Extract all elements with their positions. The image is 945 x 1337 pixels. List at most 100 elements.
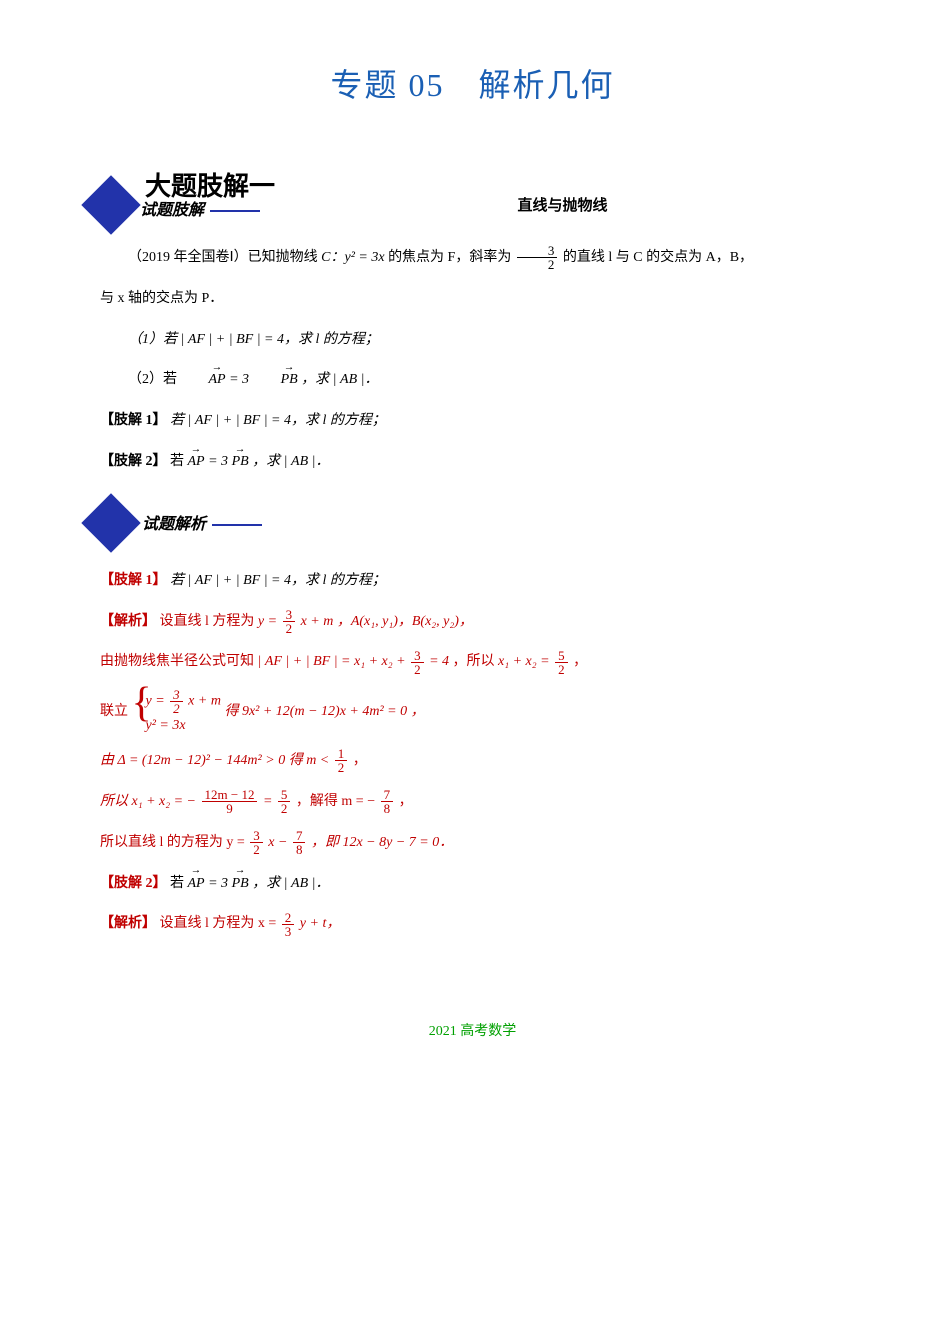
frac-num: 7 xyxy=(293,829,306,843)
s1-eq-tail: x + m xyxy=(301,614,334,629)
s1-frac: 32 xyxy=(283,608,296,635)
frac-den: 2 xyxy=(517,258,558,271)
s1p5f3: 78 xyxy=(381,788,394,815)
frac-den: 2 xyxy=(278,802,291,815)
s1p5mid: = xyxy=(263,794,276,809)
section-sub-label: 试题肢解 xyxy=(140,196,204,220)
s1p1b: ，A(x₁, y₁)，B(x₂, y₂)， xyxy=(337,614,473,629)
diamond-icon xyxy=(81,493,140,552)
zhijie-1: 【肢解 1】 若 | AF | + | BF | = 4，求 l 的方程； xyxy=(100,406,845,437)
s1p6f2: 78 xyxy=(293,829,306,856)
problem-mid1: 的焦点为 F，斜率为 xyxy=(388,250,515,265)
frac-num: 3 xyxy=(170,688,183,702)
s1p5f1: 12m − 129 xyxy=(202,788,258,815)
problem-source: （2019 年全国卷Ⅰ）已知抛物线 xyxy=(128,250,321,265)
s1p2eq1b: = 4 xyxy=(429,654,449,669)
s2p1b: y + t， xyxy=(300,916,341,931)
frac-num: 3 xyxy=(250,829,263,843)
s1p2eq1: | AF | + | BF | = x₁ + x₂ + xyxy=(258,654,410,669)
curve-def: C：y² = 3x xyxy=(321,250,384,265)
sol2-header-label: 【肢解 2】 xyxy=(100,876,167,891)
sol1-p4: 由 Δ = (12m − 12)² − 144m² > 0 得 m < 12 ， xyxy=(100,746,845,777)
s2hp: 若 xyxy=(170,876,188,891)
frac-num: 3 xyxy=(411,649,424,663)
q2-prefix: （2）若 xyxy=(128,372,181,387)
s1p6a: 所以直线 l 的方程为 y = xyxy=(100,835,248,850)
s1p2tail: ， xyxy=(573,654,587,669)
frac-num: 3 xyxy=(517,244,558,258)
sys-line-1: y = 32 x + m xyxy=(146,688,221,715)
frac-num: 2 xyxy=(282,911,295,925)
sol1-p6: 所以直线 l 的方程为 y = 32 x − 78 ，即 12x − 8y − … xyxy=(100,828,845,859)
jiexi-label: 【解析】 xyxy=(100,614,156,629)
s2-vec2: PB xyxy=(232,869,249,900)
z2-suffix: ，求 | AB |． xyxy=(252,454,329,469)
frac-den: 2 xyxy=(170,702,183,715)
frac-den: 2 xyxy=(250,843,263,856)
frac-num: 5 xyxy=(278,788,291,802)
s1p2eq2: x₁ + x₂ = xyxy=(498,654,553,669)
s1p4a: 由 Δ = (12m − 12)² − 144m² > 0 得 m < xyxy=(100,753,333,768)
document-page: 专题 05 解析几何 大题肢解一 试题肢解 直线与抛物线 （2019 年全国卷Ⅰ… xyxy=(0,0,945,1337)
z2-vec2: PB xyxy=(232,447,249,478)
z2-eq: = 3 xyxy=(208,454,228,469)
s1p3b: 得 9x² + 12(m − 12)x + 4m² = 0 ， xyxy=(224,704,424,719)
zhijie-2: 【肢解 2】 若 AP = 3 PB ，求 | AB |． xyxy=(100,447,845,478)
diamond-icon xyxy=(81,175,140,234)
frac-num: 12m − 12 xyxy=(202,788,258,802)
s1p4f: 12 xyxy=(335,747,348,774)
q2-suffix: ，求 | AB |． xyxy=(301,372,378,387)
section-header-2: 试题解析 xyxy=(100,498,845,546)
s1p5b: ，解得 m = − xyxy=(296,794,379,809)
s1p6mid: x − xyxy=(268,835,291,850)
frac-den: 3 xyxy=(282,925,295,938)
sol1-header: 【肢解 1】 若 | AF | + | BF | = 4，求 l 的方程； xyxy=(100,566,845,597)
problem-line-2: 与 x 轴的交点为 P． xyxy=(100,284,845,315)
q1-text: （1）若 | AF | + | BF | = 4，求 l 的方程； xyxy=(128,332,379,347)
s1p2f2: 52 xyxy=(555,649,568,676)
frac-den: 2 xyxy=(555,663,568,676)
frac-den: 2 xyxy=(283,622,296,635)
frac-den: 2 xyxy=(335,761,348,774)
sol2-p1: 【解析】 设直线 l 方程为 x = 23 y + t， xyxy=(100,909,845,940)
sys-line-2: y² = 3x xyxy=(146,715,221,736)
frac-num: 3 xyxy=(283,608,296,622)
frac-den: 8 xyxy=(381,802,394,815)
sysl1b: x + m xyxy=(188,694,221,709)
z2-label: 【肢解 2】 xyxy=(100,454,167,469)
s1p2f1: 32 xyxy=(411,649,424,676)
page-footer: 2021 高考数学 xyxy=(100,1020,845,1040)
problem-mid2: 的直线 l 与 C 的交点为 A，B， xyxy=(563,250,753,265)
frac-den: 2 xyxy=(411,663,424,676)
s1-eq-y: y = xyxy=(258,614,281,629)
z1-label: 【肢解 1】 xyxy=(100,413,167,428)
slope-frac: 32 xyxy=(517,244,558,271)
sol1-p2: 由抛物线焦半径公式可知 | AF | + | BF | = x₁ + x₂ + … xyxy=(100,647,845,678)
section-header-1: 大题肢解一 试题肢解 xyxy=(100,166,845,226)
analysis-label: 试题解析 xyxy=(142,510,206,534)
system-brace: y = 32 x + m y² = 3x xyxy=(132,688,221,736)
vec-pb: PB xyxy=(253,365,298,396)
problem-line-1: （2019 年全国卷Ⅰ）已知抛物线 C：y² = 3x 的焦点为 F，斜率为 3… xyxy=(100,243,845,274)
problem-q2: （2）若 AP = 3 PB ，求 | AB |． xyxy=(100,365,845,396)
frac-den: 8 xyxy=(293,843,306,856)
s1p1a: 设直线 l 方程为 xyxy=(160,614,258,629)
sysl1f: 32 xyxy=(170,688,183,715)
s2p1f: 23 xyxy=(282,911,295,938)
sol1-p3: 联立 y = 32 x + m y² = 3x 得 9x² + 12(m − 1… xyxy=(100,688,845,736)
problem-q1: （1）若 | AF | + | BF | = 4，求 l 的方程； xyxy=(100,325,845,356)
s1p2a: 由抛物线焦半径公式可知 xyxy=(100,654,258,669)
sol1-p1: 【解析】 设直线 l 方程为 y = 32 x + m ，A(x₁, y₁)，B… xyxy=(100,607,845,638)
q2-eq: = 3 xyxy=(229,372,249,387)
s1p4b: ， xyxy=(353,753,367,768)
sol1-p5: 所以 x₁ + x₂ = − 12m − 129 = 52 ，解得 m = − … xyxy=(100,787,845,818)
s2-suffix: ，求 | AB |． xyxy=(252,876,329,891)
z2-prefix: 若 xyxy=(170,454,188,469)
frac-num: 7 xyxy=(381,788,394,802)
z2-vec1: AP xyxy=(188,447,205,478)
frac-den: 9 xyxy=(202,802,258,815)
frac-num: 1 xyxy=(335,747,348,761)
s2-jiexi: 【解析】 xyxy=(100,916,156,931)
s2-vec1: AP xyxy=(188,869,205,900)
s2p1a: 设直线 l 方程为 x = xyxy=(160,916,280,931)
